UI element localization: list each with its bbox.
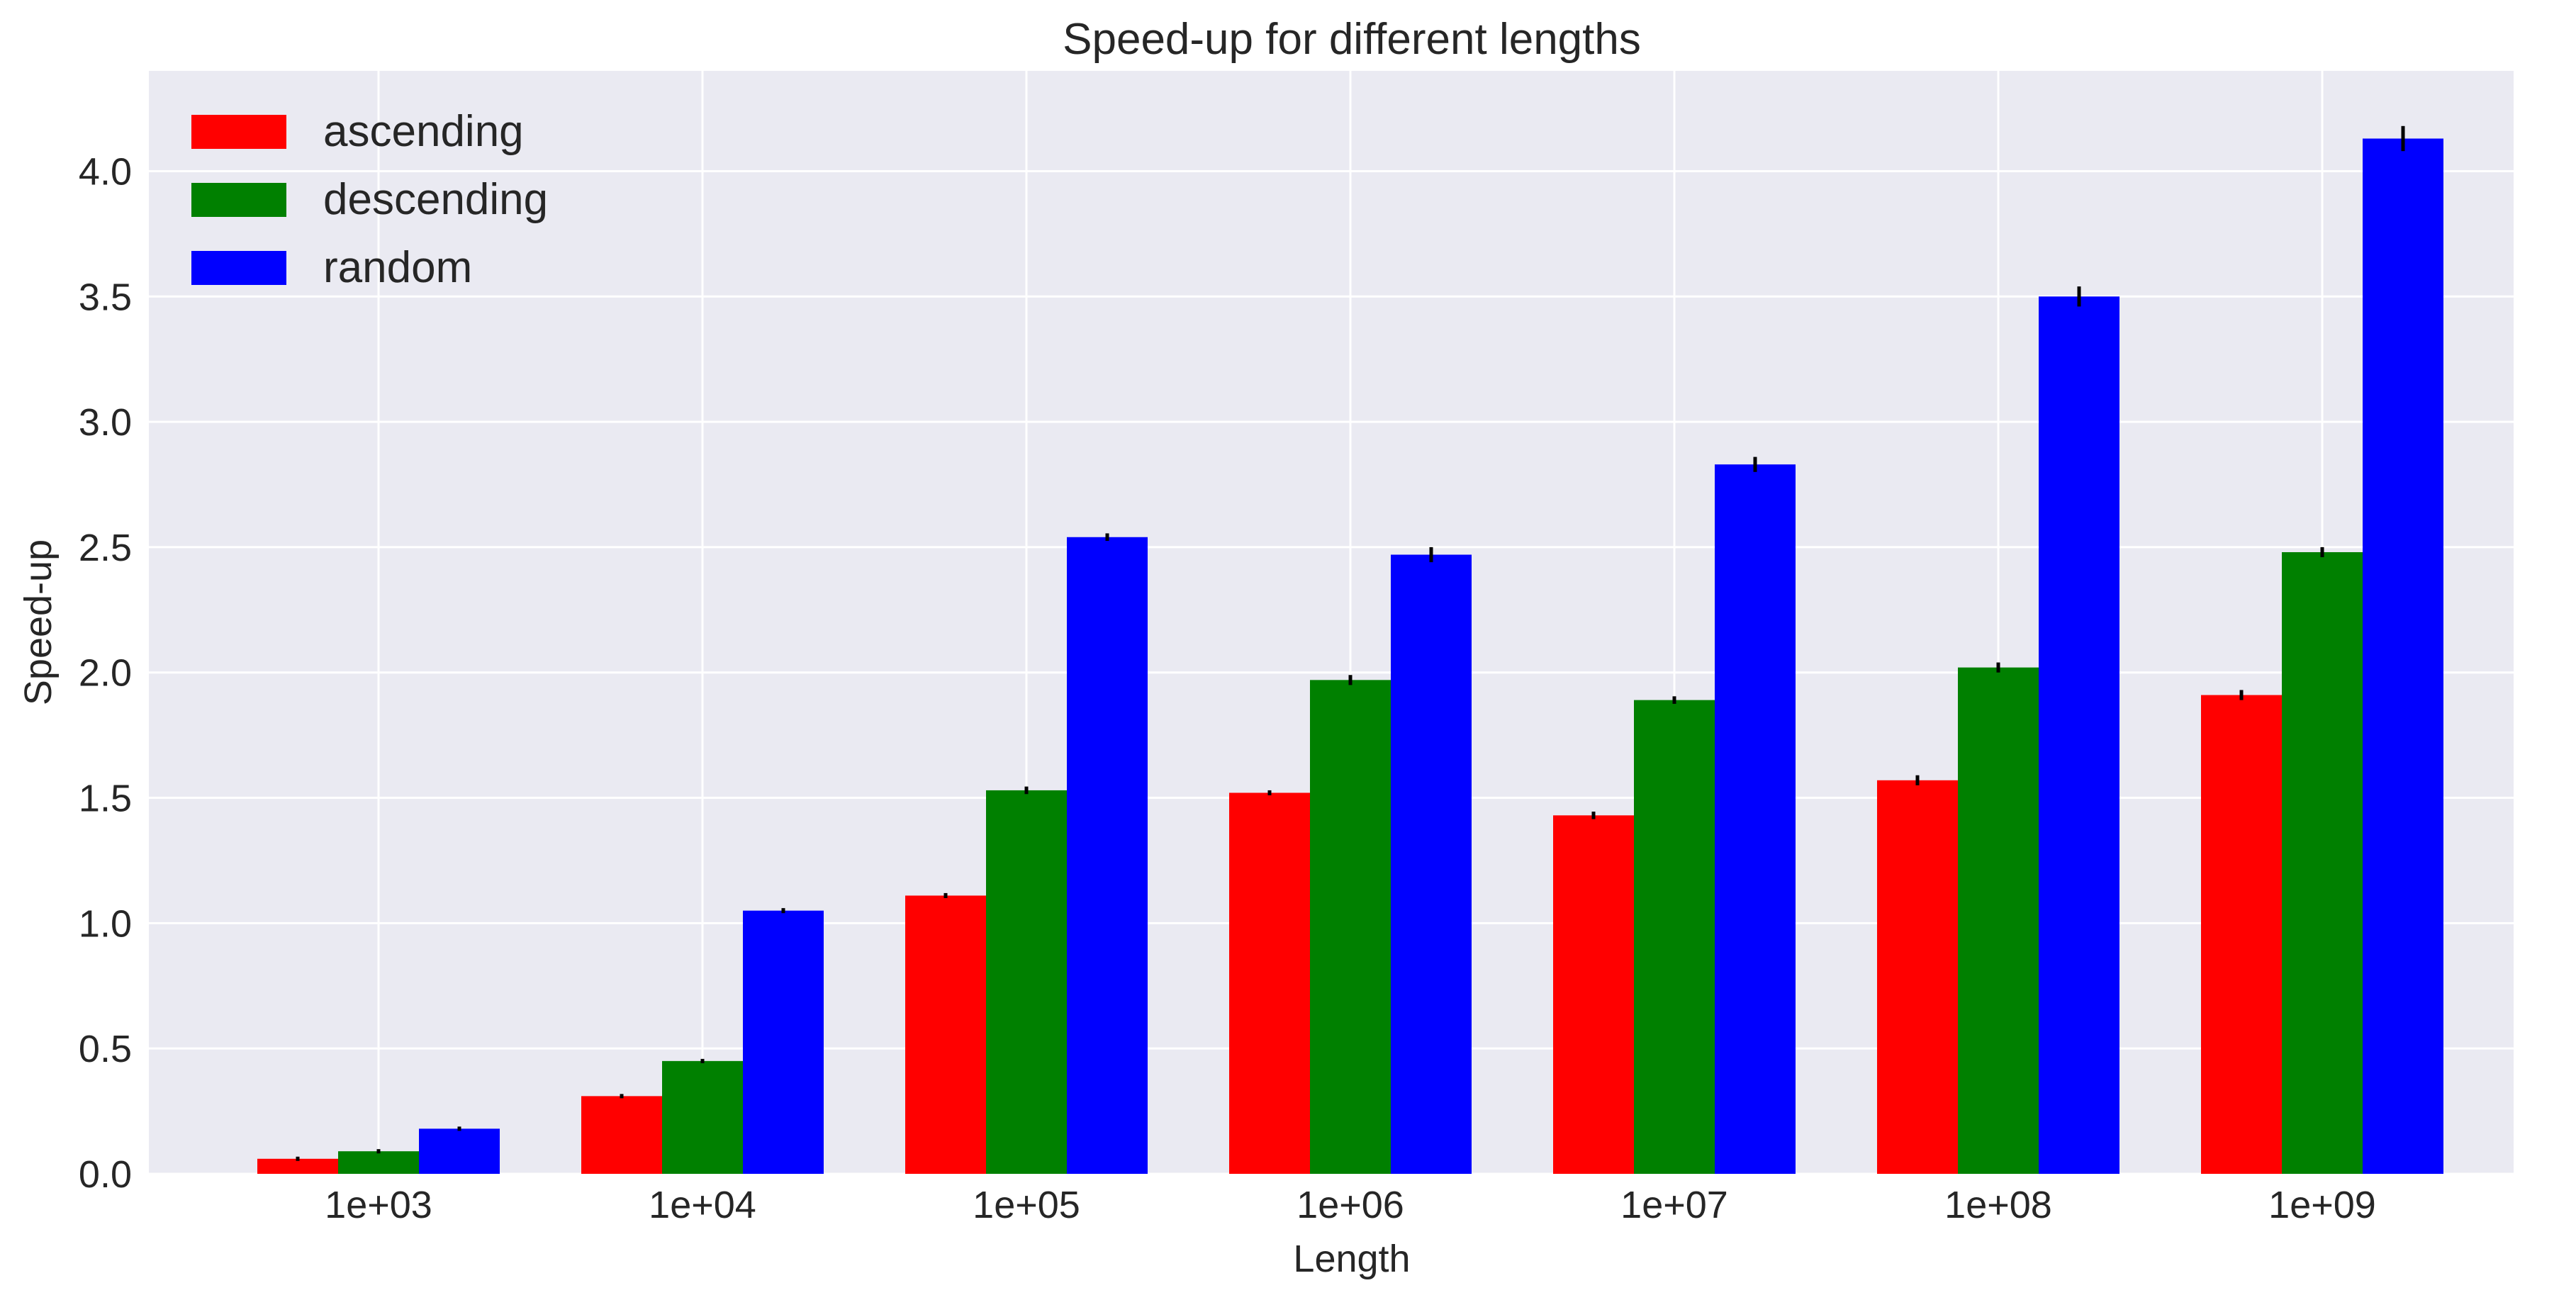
y-tick-label: 0.5 bbox=[79, 1028, 132, 1070]
legend-swatch-descending bbox=[191, 183, 286, 217]
bar-ascending-1e+09 bbox=[2201, 695, 2282, 1174]
legend-swatch-ascending bbox=[191, 115, 286, 149]
bar-descending-1e+07 bbox=[1634, 700, 1715, 1174]
bar-descending-1e+05 bbox=[986, 790, 1067, 1174]
bars bbox=[257, 138, 2443, 1175]
x-axis-label: Length bbox=[1293, 1238, 1410, 1280]
legend-swatch-random bbox=[191, 251, 286, 285]
bar-descending-1e+08 bbox=[1958, 667, 2039, 1174]
bar-random-1e+08 bbox=[2039, 296, 2119, 1175]
y-axis-label: Speed-up bbox=[17, 539, 60, 705]
bar-descending-1e+04 bbox=[662, 1060, 743, 1174]
bar-ascending-1e+04 bbox=[581, 1096, 662, 1174]
legend-label-ascending: ascending bbox=[323, 107, 524, 156]
y-tick-label: 3.0 bbox=[79, 401, 132, 444]
x-tick-label: 1e+05 bbox=[973, 1184, 1080, 1226]
bar-random-1e+04 bbox=[743, 910, 824, 1174]
y-tick-label: 0.0 bbox=[79, 1153, 132, 1196]
chart-title: Speed-up for different lengths bbox=[1063, 15, 1641, 64]
x-tick-label: 1e+08 bbox=[1944, 1184, 2052, 1226]
legend-label-random: random bbox=[323, 243, 472, 292]
y-tick-label: 3.5 bbox=[79, 276, 132, 318]
bar-ascending-1e+03 bbox=[257, 1158, 338, 1174]
x-tick-label: 1e+06 bbox=[1297, 1184, 1404, 1226]
y-tick-labels: 0.0 0.5 1.0 1.5 2.0 2.5 3.0 3.5 4.0 bbox=[79, 150, 132, 1196]
bar-random-1e+05 bbox=[1067, 537, 1148, 1174]
bar-random-1e+03 bbox=[419, 1128, 500, 1174]
bar-ascending-1e+08 bbox=[1877, 780, 1958, 1174]
y-tick-label: 2.5 bbox=[79, 527, 132, 569]
bar-ascending-1e+06 bbox=[1229, 792, 1310, 1174]
bar-random-1e+06 bbox=[1391, 554, 1472, 1174]
bar-descending-1e+06 bbox=[1310, 680, 1391, 1174]
error-bars bbox=[296, 125, 2405, 1161]
x-tick-label: 1e+09 bbox=[2268, 1184, 2376, 1226]
x-tick-label: 1e+07 bbox=[1620, 1184, 1728, 1226]
y-tick-label: 2.0 bbox=[79, 652, 132, 695]
bar-descending-1e+09 bbox=[2282, 551, 2363, 1174]
bar-descending-1e+03 bbox=[338, 1151, 419, 1174]
x-tick-label: 1e+03 bbox=[325, 1184, 432, 1226]
x-tick-label: 1e+04 bbox=[649, 1184, 756, 1226]
y-tick-label: 1.0 bbox=[79, 902, 132, 945]
y-tick-label: 1.5 bbox=[79, 778, 132, 820]
legend: ascending descending random bbox=[191, 107, 548, 292]
bar-ascending-1e+07 bbox=[1553, 815, 1634, 1174]
legend-label-descending: descending bbox=[323, 175, 548, 224]
bar-random-1e+07 bbox=[1715, 464, 1796, 1174]
y-tick-label: 4.0 bbox=[79, 150, 132, 193]
x-tick-labels: 1e+03 1e+04 1e+05 1e+06 1e+07 1e+08 1e+09 bbox=[325, 1184, 2376, 1226]
bar-random-1e+09 bbox=[2363, 138, 2443, 1174]
bar-ascending-1e+05 bbox=[905, 895, 986, 1174]
